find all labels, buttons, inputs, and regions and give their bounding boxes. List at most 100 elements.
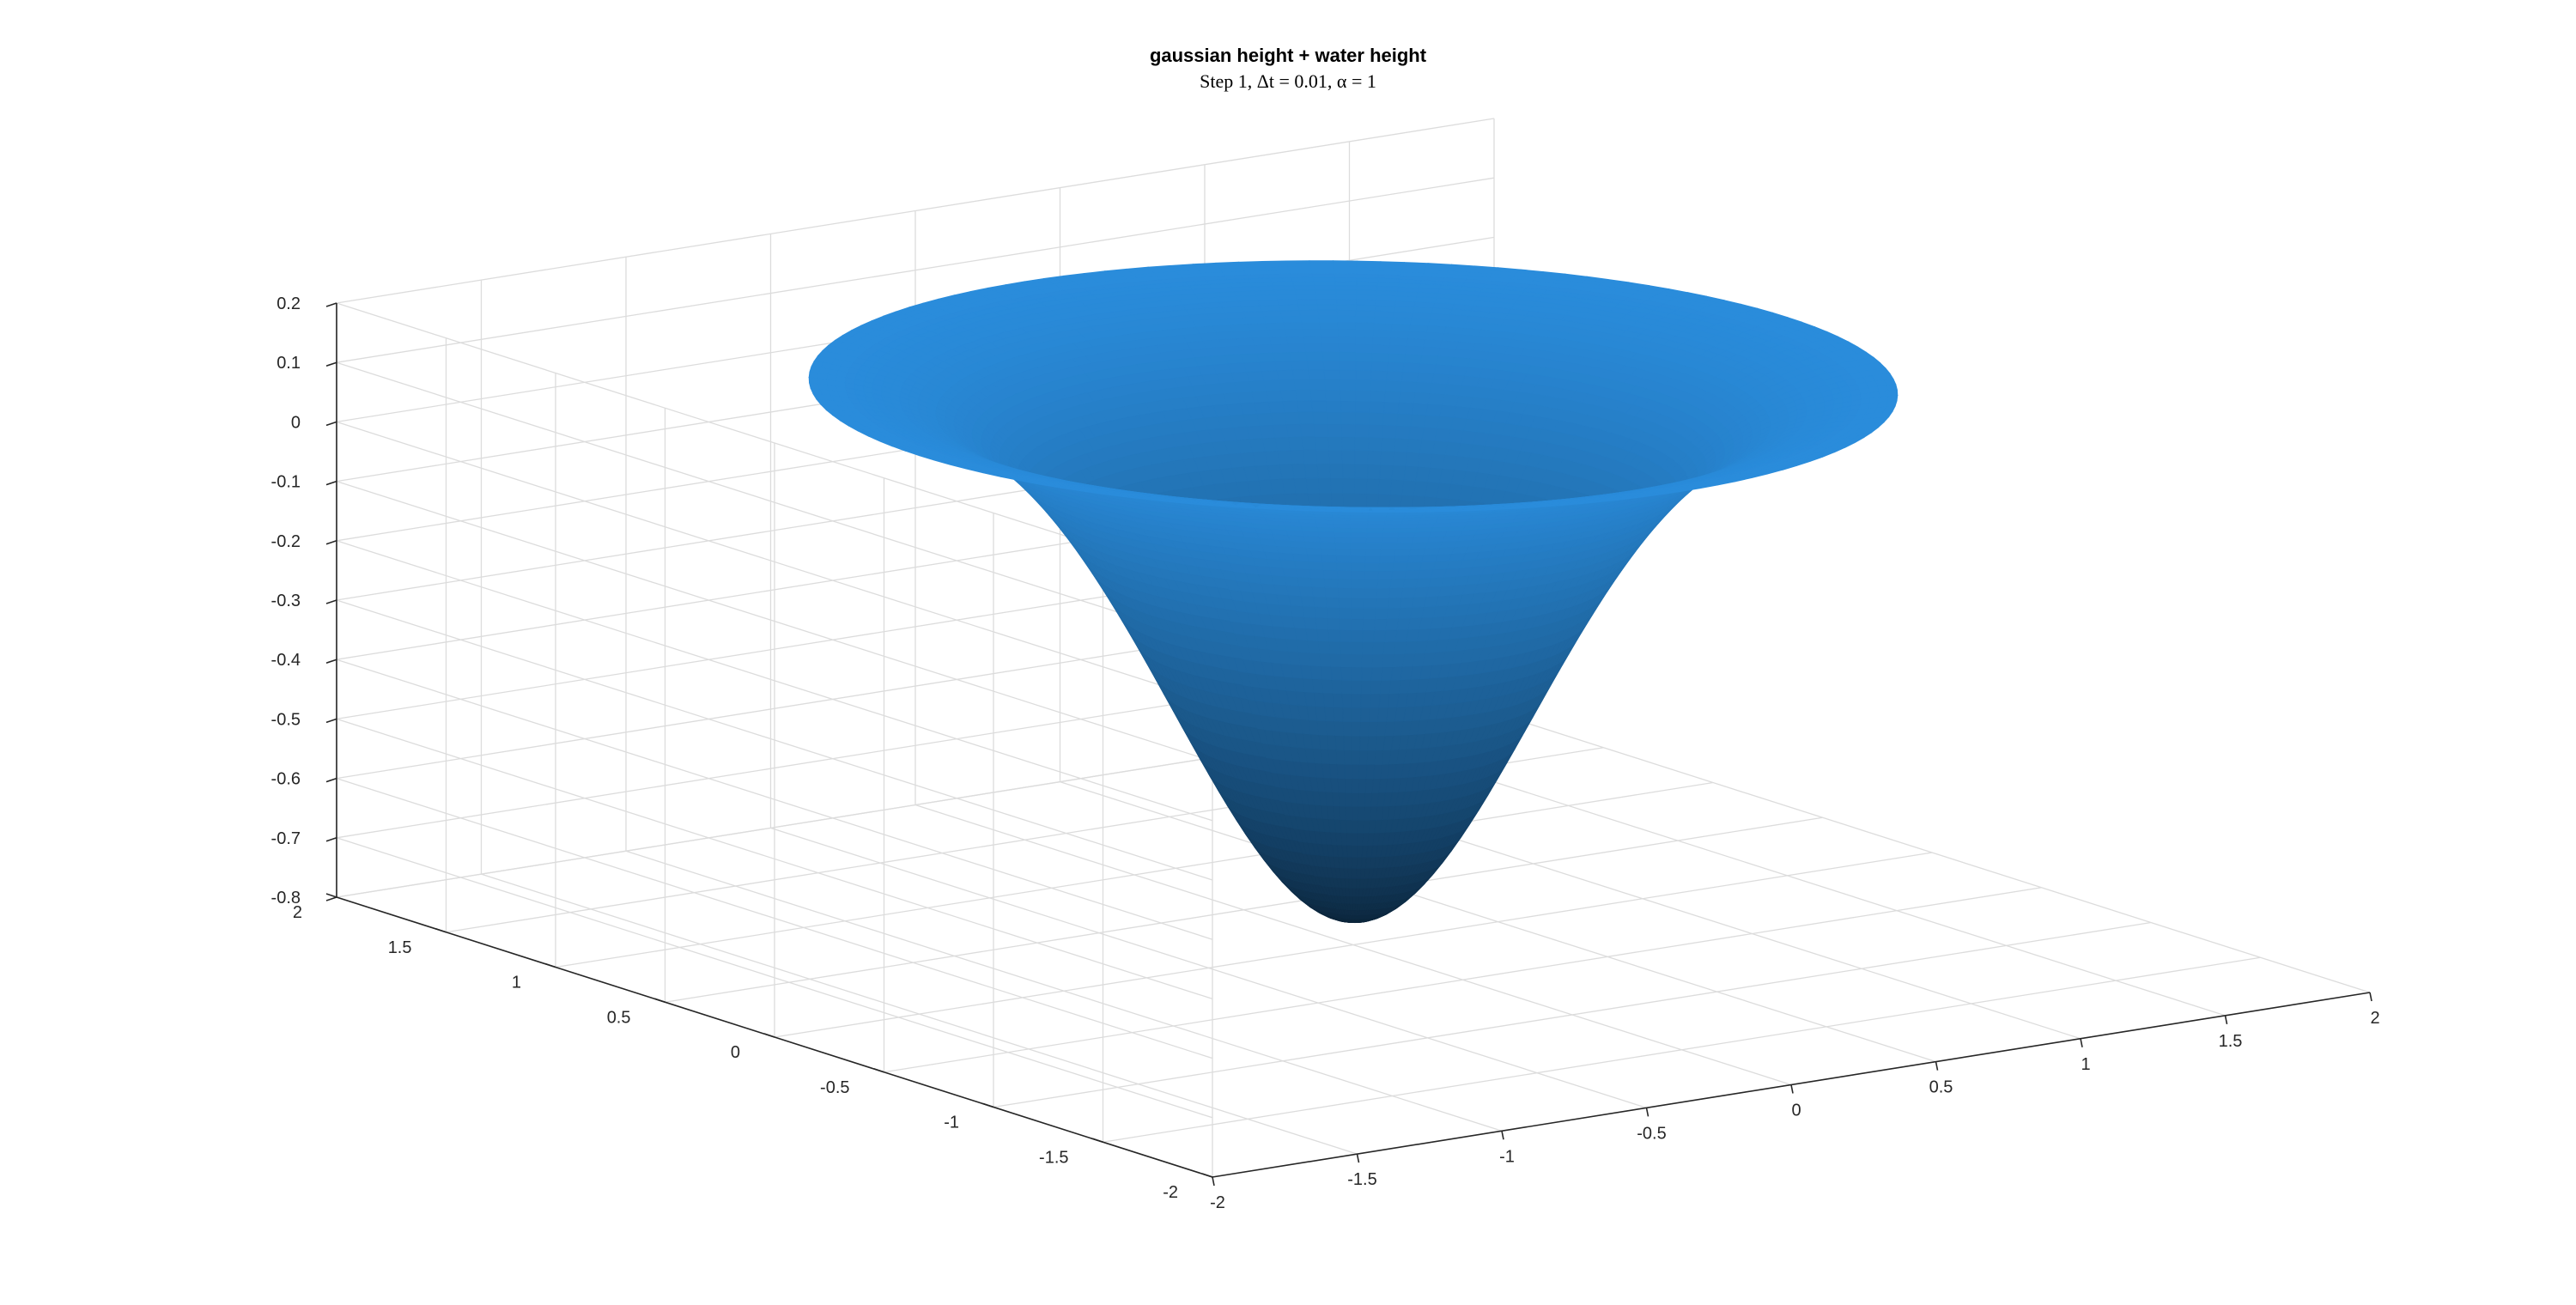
surface-patch bbox=[1342, 492, 1356, 510]
surface-patch bbox=[1326, 400, 1342, 413]
surface-patch bbox=[1356, 289, 1378, 296]
surface-patch bbox=[1319, 322, 1339, 330]
floor-grid-line bbox=[774, 852, 1933, 1038]
surface-patch bbox=[1337, 315, 1357, 324]
surface-patch bbox=[1271, 343, 1291, 354]
surface-patch bbox=[1354, 423, 1370, 438]
surface-patch bbox=[1340, 423, 1356, 438]
surface-patch bbox=[1338, 343, 1357, 353]
surface-patch bbox=[1341, 449, 1356, 464]
surface-patch bbox=[1285, 423, 1303, 438]
surface-patch bbox=[1338, 792, 1346, 807]
surface-patch bbox=[1325, 720, 1336, 737]
surface-patch bbox=[1310, 665, 1323, 680]
surface-patch bbox=[1342, 463, 1356, 479]
surface-patch bbox=[1259, 305, 1281, 313]
surface-patch bbox=[1350, 909, 1353, 915]
surface-patch bbox=[1338, 328, 1357, 337]
surface-patch bbox=[1334, 735, 1345, 750]
surface-patch bbox=[1283, 322, 1303, 331]
surface-patch bbox=[1352, 819, 1359, 834]
surface-patch bbox=[1230, 371, 1250, 384]
surface-patch bbox=[1279, 379, 1297, 392]
surface-patch bbox=[1215, 331, 1236, 341]
surface-patch bbox=[1202, 339, 1224, 349]
surface-patch bbox=[1329, 763, 1339, 779]
surface-patch bbox=[1339, 360, 1357, 371]
surface-patch bbox=[1289, 351, 1308, 362]
surface-patch bbox=[1300, 315, 1321, 324]
surface-patch bbox=[1310, 266, 1335, 271]
wall-grid-line bbox=[336, 837, 1213, 1119]
surface-patch bbox=[1327, 734, 1337, 750]
surface-patch bbox=[1348, 887, 1353, 897]
surface-patch bbox=[1282, 400, 1299, 414]
surface-patch bbox=[1323, 369, 1341, 380]
surface-patch bbox=[1303, 336, 1322, 345]
surface-patch bbox=[1227, 317, 1249, 326]
surface-patch bbox=[1317, 477, 1332, 494]
surface-patch bbox=[1297, 651, 1311, 666]
surface-patch bbox=[1315, 294, 1337, 300]
surface-patch bbox=[1271, 281, 1295, 287]
surface-patch bbox=[1228, 362, 1248, 373]
surface-patch bbox=[1344, 763, 1353, 780]
surface-patch bbox=[1347, 856, 1353, 869]
surface-patch bbox=[1306, 360, 1325, 371]
surface-patch bbox=[1355, 329, 1375, 337]
surface-patch bbox=[1340, 400, 1356, 413]
surface-patch bbox=[1277, 450, 1293, 465]
surface-patch bbox=[1259, 424, 1276, 440]
surface-patch bbox=[1291, 464, 1307, 480]
surface-patch bbox=[1352, 805, 1359, 821]
surface-patch bbox=[1301, 322, 1321, 331]
surface-patch bbox=[1297, 400, 1314, 413]
surface-patch bbox=[1334, 285, 1358, 291]
floor-grid-line bbox=[1103, 956, 2261, 1143]
surface-patch bbox=[1320, 328, 1340, 337]
surface-patch bbox=[1263, 379, 1282, 392]
surface-patch bbox=[1339, 369, 1357, 380]
surface-patch bbox=[1365, 493, 1380, 510]
surface-patch bbox=[1346, 819, 1353, 834]
surface-patch bbox=[1235, 337, 1255, 347]
surface-patch bbox=[1303, 449, 1318, 464]
wall-grid-line bbox=[336, 361, 1213, 643]
surface-patch bbox=[1311, 270, 1335, 275]
surface-patch bbox=[1358, 792, 1366, 807]
surface-patch bbox=[1327, 436, 1343, 451]
surface-patch bbox=[1334, 281, 1358, 287]
surface-patch bbox=[1341, 844, 1349, 858]
surface-patch bbox=[1355, 316, 1376, 324]
surface-patch bbox=[1346, 844, 1353, 858]
surface-patch bbox=[1278, 304, 1300, 312]
surface-patch bbox=[1335, 749, 1346, 765]
surface bbox=[808, 260, 1899, 924]
surface-patch bbox=[1279, 310, 1301, 318]
surface-patch bbox=[1259, 361, 1278, 372]
surface-patch bbox=[1290, 604, 1305, 618]
surface-patch bbox=[1309, 260, 1334, 264]
floor-grid-line bbox=[993, 921, 2152, 1108]
surface-patch bbox=[1330, 477, 1344, 494]
surface-patch bbox=[1341, 436, 1356, 451]
surface-patch bbox=[1277, 299, 1299, 306]
surface-patch bbox=[1285, 336, 1306, 345]
wall-grid-line bbox=[336, 421, 1213, 703]
surface-patch bbox=[1304, 463, 1319, 479]
surface-patch bbox=[1346, 832, 1353, 847]
surface-patch bbox=[1354, 449, 1370, 465]
surface-patch bbox=[1293, 379, 1311, 391]
surface-patch bbox=[1334, 276, 1358, 282]
surface-patch bbox=[1335, 294, 1357, 300]
surface-patch bbox=[1334, 270, 1358, 275]
surface-patch bbox=[1261, 437, 1279, 452]
surface-patch bbox=[1272, 285, 1296, 291]
surface-patch bbox=[1309, 379, 1327, 391]
surface-patch bbox=[1339, 351, 1357, 361]
surface-patch bbox=[1327, 749, 1338, 765]
surface-patch bbox=[1318, 734, 1329, 750]
surface-patch bbox=[1299, 423, 1315, 438]
surface-patch bbox=[1355, 379, 1372, 391]
surface-patch bbox=[1290, 273, 1314, 278]
